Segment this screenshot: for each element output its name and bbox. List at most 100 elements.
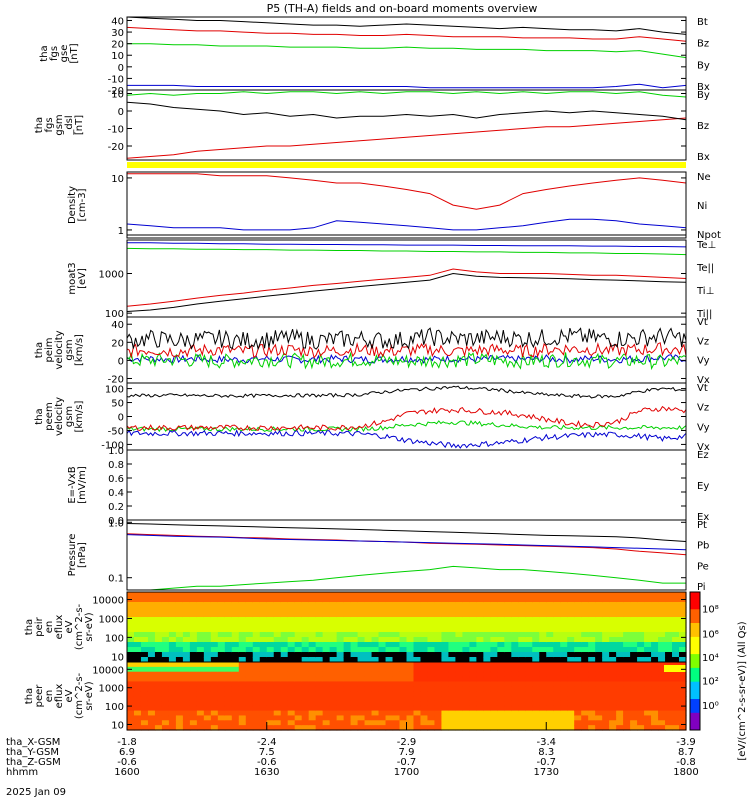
x-row-value: -0.7 xyxy=(397,757,417,768)
spectro-cell xyxy=(441,666,450,673)
spectro-cell xyxy=(483,725,491,731)
spectro-cell xyxy=(525,681,533,687)
spectro-cell xyxy=(161,676,170,683)
spectro-cell xyxy=(203,666,212,673)
spectro-cell xyxy=(294,652,303,658)
spectro-cell xyxy=(665,632,673,638)
spectro-cell xyxy=(609,607,617,613)
spectro-cell xyxy=(483,691,491,697)
spectro-cell xyxy=(294,696,303,702)
spectro-cell xyxy=(224,597,233,603)
spectro-cell xyxy=(371,671,380,678)
spectro-cell xyxy=(196,627,205,633)
spectro-cell xyxy=(357,720,366,726)
spectro-cell xyxy=(602,691,610,697)
spectro-cell xyxy=(406,642,415,648)
spectro-cell xyxy=(637,657,645,663)
spectro-cell xyxy=(280,700,289,707)
spectro-cell xyxy=(210,725,219,731)
spectro-cell xyxy=(420,632,429,638)
spectro-cell xyxy=(357,612,366,618)
colorbar-segment xyxy=(690,602,700,607)
spectro-cell xyxy=(406,681,415,687)
spectro-cell xyxy=(406,691,415,697)
spectro-cell xyxy=(476,720,484,726)
spectro-cell xyxy=(252,671,261,678)
spectro-cell xyxy=(231,686,240,692)
spectro-cell xyxy=(448,725,457,731)
spectro-cell xyxy=(616,686,624,692)
spectro-cell xyxy=(203,725,212,731)
spectro-cell xyxy=(252,592,261,598)
y-tick-label: 0.8 xyxy=(108,460,124,471)
spectro-cell xyxy=(161,652,170,658)
colorbar-tick-label: 10⁶ xyxy=(702,629,719,640)
spectro-cell xyxy=(644,627,652,633)
spectro-cell xyxy=(147,657,156,663)
spectro-cell xyxy=(679,602,687,608)
spectro-cell xyxy=(154,715,163,721)
series-temp-Ti⊥ xyxy=(126,268,687,307)
spectro-cell xyxy=(595,681,603,687)
spectro-cell xyxy=(161,632,170,638)
spectro-cell xyxy=(252,652,261,658)
spectro-cell xyxy=(182,676,191,683)
spectro-cell xyxy=(385,602,394,608)
spectro-cell xyxy=(392,592,401,598)
spectro-cell xyxy=(133,681,142,687)
spectro-cell xyxy=(259,681,268,687)
spectro-cell xyxy=(161,691,170,697)
spectro-cell xyxy=(127,652,135,658)
spectro-cell xyxy=(273,725,282,731)
spectro-cell xyxy=(259,710,268,717)
spectro-cell xyxy=(329,686,338,692)
spectro-cell xyxy=(553,710,561,717)
spectro-cell xyxy=(196,597,205,603)
colorbar-segment xyxy=(690,716,700,721)
spectro-cell xyxy=(294,592,303,598)
spectro-cell xyxy=(245,607,254,613)
spectro-cell xyxy=(392,715,401,721)
spectro-cell xyxy=(385,662,394,668)
y-axis-label: gsm xyxy=(64,406,75,427)
spectro-cell xyxy=(609,710,617,717)
spectro-cell xyxy=(546,647,554,653)
spectro-cell xyxy=(308,662,317,668)
spectro-cell xyxy=(133,676,142,683)
colorbar-tick-label: 10⁴ xyxy=(702,653,719,664)
spectro-cell xyxy=(357,622,366,628)
spectro-cell xyxy=(469,681,477,687)
spectro-cell xyxy=(602,617,610,623)
y-axis-label: sr-eV) xyxy=(84,681,95,710)
spectro-cell xyxy=(490,662,498,668)
spectro-cell xyxy=(581,700,589,707)
spectro-cell xyxy=(560,617,568,623)
spectro-cell xyxy=(483,647,491,653)
spectro-cell xyxy=(343,696,352,702)
spectro-cell xyxy=(329,696,338,702)
spectro-cell xyxy=(266,720,275,726)
spectro-cell xyxy=(301,725,310,731)
spectro-cell xyxy=(525,671,533,678)
spectro-cell xyxy=(203,642,212,648)
spectro-cell xyxy=(448,642,457,648)
series-fgs_gse-Bx xyxy=(127,83,687,89)
spectro-cell xyxy=(203,696,212,702)
spectro-cell xyxy=(210,710,219,717)
spectro-cell xyxy=(679,696,687,702)
spectro-cell xyxy=(525,617,533,623)
spectro-cell xyxy=(525,632,533,638)
spectro-cell xyxy=(427,657,436,663)
spectro-cell xyxy=(343,612,352,618)
spectro-cell xyxy=(406,647,415,653)
spectro-cell xyxy=(588,720,596,726)
spectro-cell xyxy=(127,632,135,638)
y-tick-label: 0.0 xyxy=(108,516,124,527)
spectro-cell xyxy=(217,647,226,653)
spectro-cell xyxy=(364,617,373,623)
spectro-cell xyxy=(644,686,652,692)
spectro-cell xyxy=(420,720,429,726)
spectro-cell xyxy=(553,607,561,613)
